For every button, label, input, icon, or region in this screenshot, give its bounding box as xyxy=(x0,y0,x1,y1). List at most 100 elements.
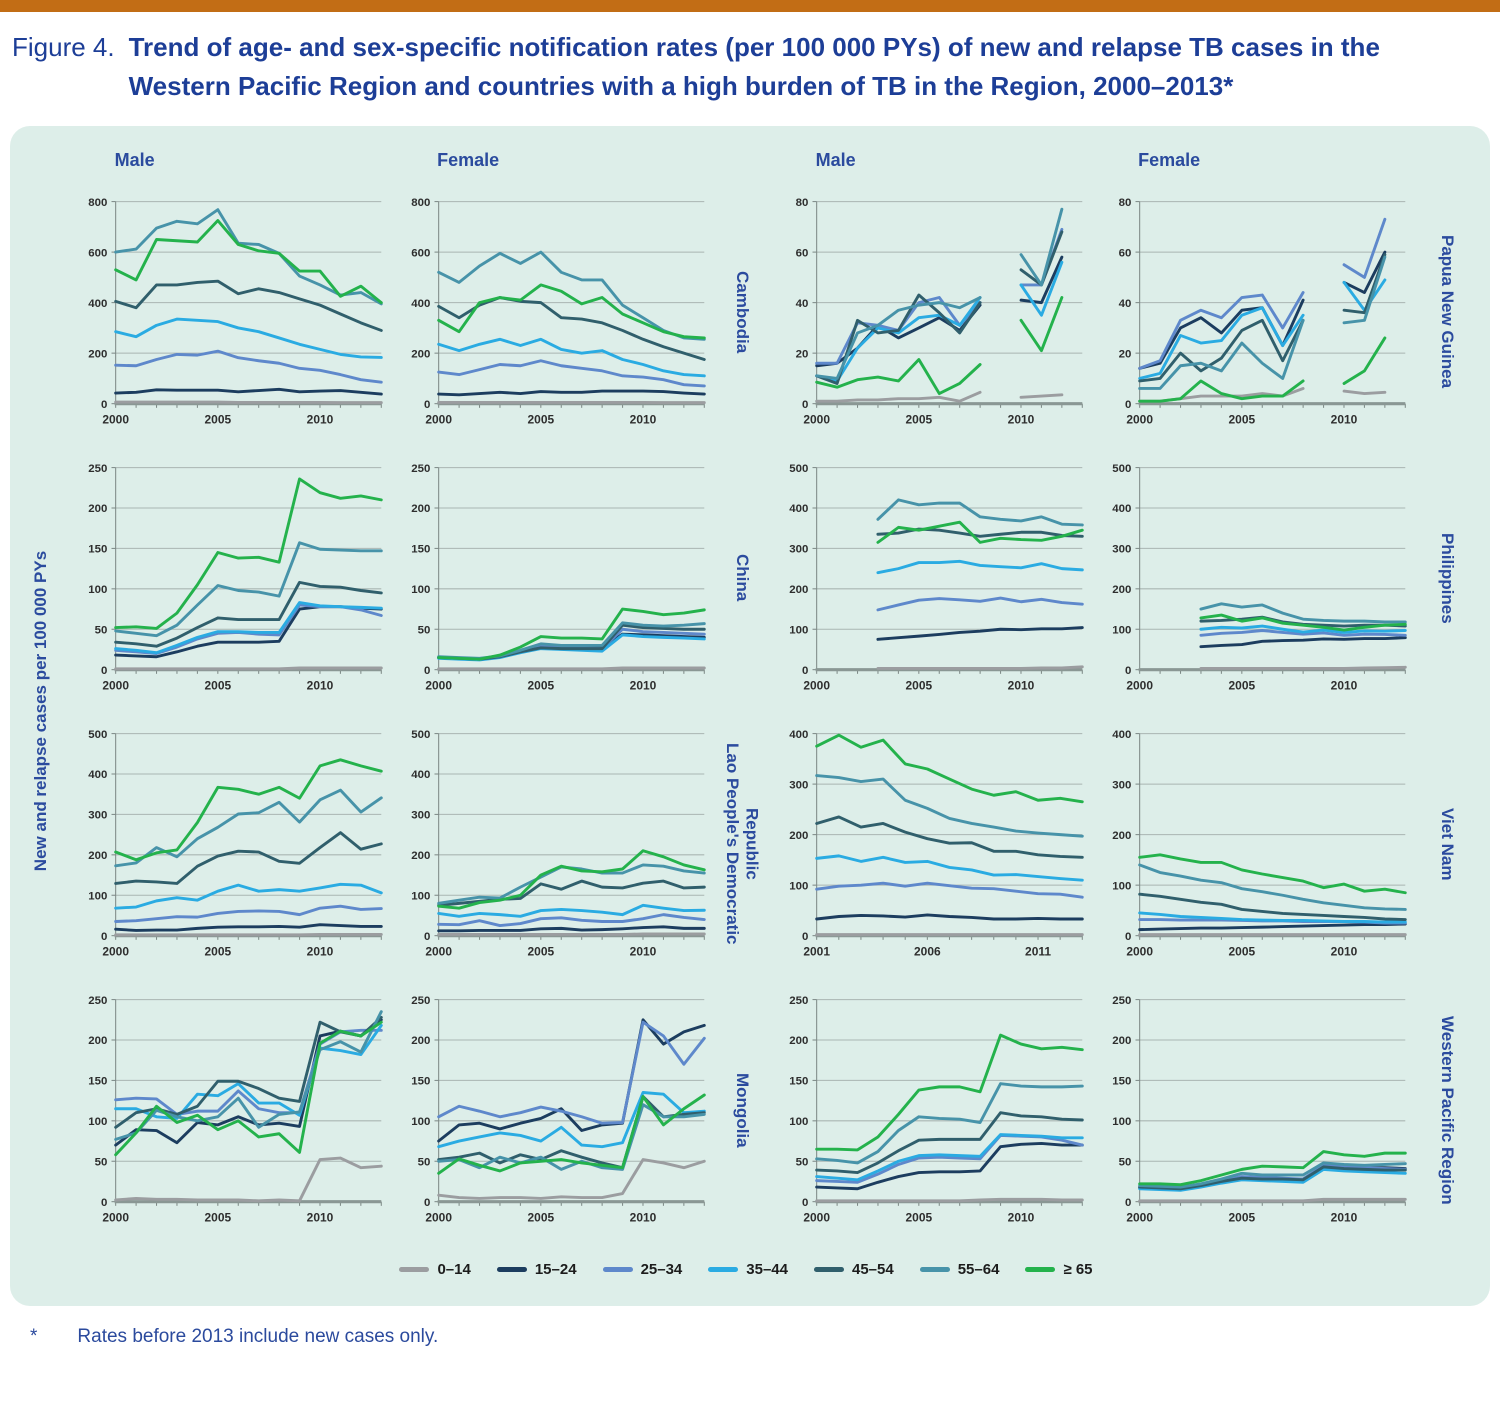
chart-western-pacific-region-female: 0 50 100 150 200 250 2000 2005 2010 xyxy=(1098,985,1411,1235)
svg-text:100: 100 xyxy=(88,890,107,902)
legend-item: 45–54 xyxy=(814,1261,894,1278)
svg-text:300: 300 xyxy=(88,810,107,822)
footnote-text: Rates before 2013 include new cases only… xyxy=(77,1326,439,1347)
row-label-western-pacific-region: Western Pacific Region xyxy=(1437,1015,1457,1205)
svg-text:150: 150 xyxy=(789,1076,808,1088)
svg-text:0: 0 xyxy=(1124,399,1130,411)
svg-text:400: 400 xyxy=(789,503,808,515)
legend-swatch xyxy=(496,1267,527,1272)
figure-panel: Male Female Male Female New and relapse … xyxy=(10,126,1490,1306)
chart-lao-pdr-male: 0 100 200 300 400 500 2000 2005 2010 xyxy=(74,719,387,969)
svg-text:200: 200 xyxy=(88,503,107,515)
legend-swatch xyxy=(1025,1267,1056,1272)
svg-text:2010: 2010 xyxy=(1330,678,1357,692)
svg-text:0: 0 xyxy=(101,665,107,677)
svg-text:2000: 2000 xyxy=(102,944,129,958)
legend-swatch xyxy=(399,1267,430,1272)
legend-label: 45–54 xyxy=(852,1261,894,1278)
svg-text:400: 400 xyxy=(88,298,107,310)
svg-text:2000: 2000 xyxy=(1126,944,1153,958)
row-label-mongolia: Mongolia xyxy=(732,1072,752,1148)
svg-text:400: 400 xyxy=(1112,503,1131,515)
svg-text:100: 100 xyxy=(789,1116,808,1128)
svg-text:200: 200 xyxy=(411,348,430,360)
row-label-papua-new-guinea: Papua New Guinea xyxy=(1437,235,1457,389)
svg-text:2005: 2005 xyxy=(906,412,933,426)
legend-item: 55–64 xyxy=(919,1261,1000,1278)
row-label-viet-nam: Viet Nam xyxy=(1437,807,1457,881)
svg-text:100: 100 xyxy=(789,880,808,892)
svg-text:2000: 2000 xyxy=(425,1210,452,1224)
legend-label: 0–14 xyxy=(437,1261,471,1278)
svg-text:2010: 2010 xyxy=(629,944,656,958)
svg-text:20: 20 xyxy=(796,348,809,360)
chart-china-male: 0 50 100 150 200 250 2000 2005 2010 xyxy=(74,453,387,703)
legend-swatch xyxy=(602,1267,633,1272)
svg-text:60: 60 xyxy=(796,247,809,259)
svg-text:50: 50 xyxy=(95,1156,108,1168)
svg-text:200: 200 xyxy=(1112,1035,1131,1047)
svg-text:800: 800 xyxy=(88,197,107,209)
svg-text:2000: 2000 xyxy=(1126,678,1153,692)
svg-text:40: 40 xyxy=(1118,298,1131,310)
svg-text:2005: 2005 xyxy=(205,1210,232,1224)
svg-text:300: 300 xyxy=(789,544,808,556)
svg-text:200: 200 xyxy=(88,850,107,862)
svg-text:0: 0 xyxy=(101,931,107,943)
age-group-legend: 0–14 15–24 25–34 35–44 45–54 55–64 ≥ 65 xyxy=(18,1261,1474,1278)
accent-bar xyxy=(0,0,1500,12)
svg-text:500: 500 xyxy=(789,463,808,475)
svg-text:250: 250 xyxy=(88,995,107,1007)
svg-text:2005: 2005 xyxy=(527,1210,554,1224)
legend-item: 35–44 xyxy=(708,1261,788,1278)
svg-text:100: 100 xyxy=(1112,624,1131,636)
svg-text:2000: 2000 xyxy=(425,412,452,426)
svg-text:50: 50 xyxy=(417,624,430,636)
footnote: * Rates before 2013 include new cases on… xyxy=(30,1326,1482,1364)
svg-text:0: 0 xyxy=(101,399,107,411)
svg-text:2010: 2010 xyxy=(629,412,656,426)
chart-lao-pdr-female: 0 100 200 300 400 500 2000 2005 2010 xyxy=(397,719,710,969)
svg-text:2005: 2005 xyxy=(205,412,232,426)
legend-item: 15–24 xyxy=(496,1261,577,1278)
svg-text:2011: 2011 xyxy=(1025,944,1051,958)
legend-label: 55–64 xyxy=(957,1261,1000,1278)
svg-text:200: 200 xyxy=(789,830,808,842)
svg-text:150: 150 xyxy=(1112,1076,1131,1088)
svg-text:0: 0 xyxy=(423,665,429,677)
svg-text:2000: 2000 xyxy=(803,1210,830,1224)
svg-text:2010: 2010 xyxy=(1330,1210,1357,1224)
svg-text:0: 0 xyxy=(1124,931,1130,943)
chart-china-female: 0 50 100 150 200 250 2000 2005 2010 xyxy=(397,453,710,703)
chart-viet-nam-female: 0 100 200 300 400 2000 2005 2010 xyxy=(1098,719,1411,969)
legend-item: ≥ 65 xyxy=(1025,1261,1093,1278)
svg-text:400: 400 xyxy=(789,729,808,741)
svg-text:2005: 2005 xyxy=(906,1210,933,1224)
svg-text:2001: 2001 xyxy=(803,944,830,958)
svg-text:150: 150 xyxy=(411,544,430,556)
page-title: Trend of age- and sex-specific notificat… xyxy=(128,32,1380,101)
svg-text:2005: 2005 xyxy=(906,678,933,692)
svg-text:0: 0 xyxy=(802,665,808,677)
svg-text:200: 200 xyxy=(411,1035,430,1047)
svg-text:100: 100 xyxy=(789,624,808,636)
svg-text:500: 500 xyxy=(88,729,107,741)
figure-label: Figure 4. xyxy=(12,32,115,62)
chart-philippines-female: 0 100 200 300 400 500 2000 2005 2010 xyxy=(1098,453,1411,703)
svg-text:150: 150 xyxy=(411,1076,430,1088)
svg-text:300: 300 xyxy=(1112,544,1131,556)
svg-text:200: 200 xyxy=(789,1035,808,1047)
svg-text:600: 600 xyxy=(88,247,107,259)
svg-text:2005: 2005 xyxy=(527,678,554,692)
svg-text:250: 250 xyxy=(411,995,430,1007)
chart-papua-new-guinea-male: 0 20 40 60 80 2000 2005 2010 xyxy=(775,187,1088,437)
svg-text:2000: 2000 xyxy=(102,1210,129,1224)
svg-text:300: 300 xyxy=(789,779,808,791)
svg-text:100: 100 xyxy=(411,890,430,902)
svg-text:50: 50 xyxy=(417,1156,430,1168)
svg-text:400: 400 xyxy=(411,298,430,310)
legend-swatch xyxy=(708,1267,739,1272)
svg-text:2010: 2010 xyxy=(1330,412,1357,426)
svg-text:250: 250 xyxy=(1112,995,1131,1007)
svg-text:2010: 2010 xyxy=(307,944,334,958)
